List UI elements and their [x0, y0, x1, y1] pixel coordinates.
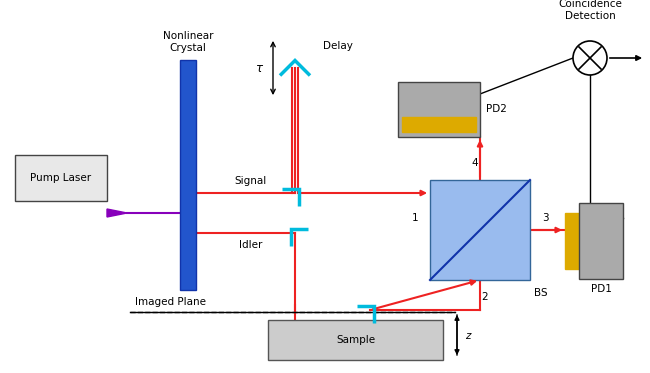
Bar [15, 155, 107, 201]
Text: Signal: Signal [235, 176, 266, 186]
Polygon shape [107, 209, 127, 217]
Text: 1: 1 [411, 213, 418, 223]
Text: z: z [465, 331, 471, 341]
Text: Delay: Delay [323, 41, 353, 51]
Bar [180, 60, 196, 290]
Bar [268, 320, 443, 360]
Text: PD1: PD1 [591, 284, 612, 294]
Bar [565, 213, 580, 269]
Bar [579, 203, 623, 279]
Text: BS: BS [534, 288, 547, 298]
Text: 3: 3 [542, 213, 549, 223]
Text: τ: τ [256, 62, 263, 75]
Bar [398, 82, 480, 137]
Bar [402, 117, 476, 132]
Circle shape [573, 41, 607, 75]
Text: Pump Laser: Pump Laser [31, 173, 92, 183]
Bar [430, 180, 530, 280]
Text: 4: 4 [472, 158, 478, 168]
Text: Idler: Idler [239, 240, 262, 250]
Text: 2: 2 [482, 292, 488, 302]
Text: PD2: PD2 [486, 104, 507, 115]
Text: Imaged Plane: Imaged Plane [135, 297, 206, 307]
Text: Sample: Sample [336, 335, 375, 345]
Text: Coincidence
Detection: Coincidence Detection [558, 0, 622, 21]
Text: Nonlinear
Crystal: Nonlinear Crystal [162, 31, 213, 53]
